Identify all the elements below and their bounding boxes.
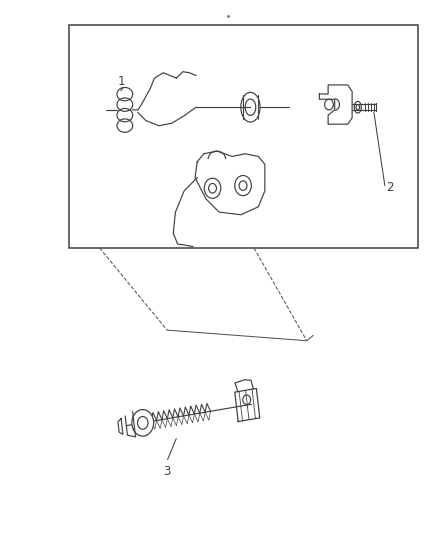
Text: 1: 1 bbox=[117, 75, 125, 87]
FancyBboxPatch shape bbox=[69, 25, 417, 248]
Circle shape bbox=[137, 416, 148, 429]
Text: 2: 2 bbox=[386, 181, 393, 195]
Circle shape bbox=[131, 409, 153, 436]
Text: 3: 3 bbox=[163, 465, 170, 478]
Circle shape bbox=[242, 395, 250, 405]
